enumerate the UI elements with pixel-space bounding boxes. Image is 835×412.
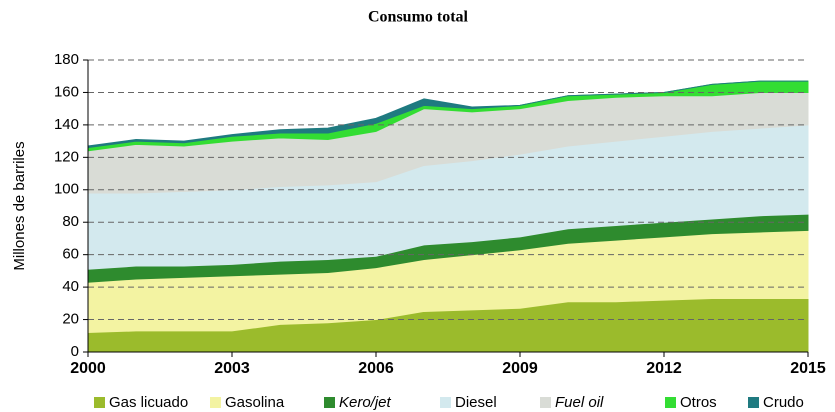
legend-label: Diesel: [455, 394, 497, 411]
legend-swatch: [540, 397, 551, 408]
x-tick-label: 2000: [70, 360, 106, 377]
y-tick-label: 80: [62, 213, 79, 230]
y-tick-label: 100: [54, 181, 79, 198]
chart-title: Consumo total: [368, 9, 469, 26]
legend-label: Gas licuado: [109, 394, 188, 411]
x-tick-label: 2009: [502, 360, 538, 377]
legend-label: Kero/jet: [339, 394, 392, 411]
legend-swatch: [665, 397, 676, 408]
legend-label: Gasolina: [225, 394, 285, 411]
x-tick-label: 2012: [646, 360, 682, 377]
y-tick-label: 20: [62, 311, 79, 328]
y-tick-label: 140: [54, 116, 79, 133]
y-tick-label: 160: [54, 83, 79, 100]
y-tick-label: 60: [62, 246, 79, 263]
x-tick-label: 2003: [214, 360, 250, 377]
legend-swatch: [748, 397, 759, 408]
legend-label: Crudo: [763, 394, 804, 411]
y-tick-label: 120: [54, 148, 79, 165]
legend-swatch: [324, 397, 335, 408]
legend-swatch: [440, 397, 451, 408]
y-tick-label: 40: [62, 278, 79, 295]
x-tick-label: 2006: [358, 360, 394, 377]
legend-label: Fuel oil: [555, 394, 604, 411]
x-tick-label: 2015: [790, 360, 826, 377]
y-tick-label: 0: [71, 343, 79, 360]
legend-swatch: [210, 397, 221, 408]
legend-swatch: [94, 397, 105, 408]
y-axis-label: Millones de barriles: [11, 141, 28, 270]
area: [87, 80, 808, 149]
legend-label: Otros: [680, 394, 717, 411]
y-tick-label: 180: [54, 51, 79, 68]
